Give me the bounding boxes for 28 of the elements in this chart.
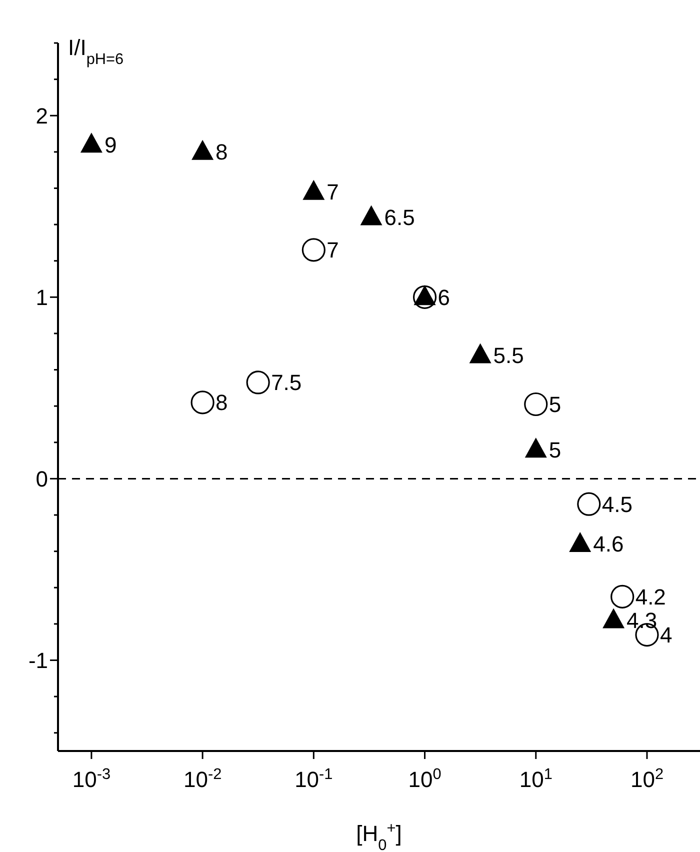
annotation: 4.6	[593, 532, 624, 557]
annotation: 5	[548, 392, 562, 417]
annotation: 5	[548, 437, 562, 462]
x-tick-label: 10$^{-1}$	[294, 766, 333, 792]
annotation: 6.5	[384, 204, 415, 230]
y-tick-label: 2	[36, 103, 48, 128]
x-axis-title: [H$_{0}$$^{+}$]	[356, 820, 402, 852]
annotation: 4.5	[602, 492, 632, 517]
annotation: 7	[326, 238, 339, 263]
annotation: 8	[216, 390, 228, 416]
annotation: 9	[104, 132, 117, 158]
y-tick-label: -1	[28, 648, 48, 673]
annotation: 4.2	[635, 584, 666, 610]
annotation: 5.5	[493, 342, 524, 368]
y-tick-label: 1	[36, 284, 48, 310]
x-tick-label: 10$^{2}$	[630, 766, 664, 792]
x-tick-label: 10$^{-3}$	[72, 766, 111, 792]
annotation: 7.5	[271, 370, 302, 396]
annotation: 8	[216, 140, 228, 165]
annotation: 7	[326, 180, 339, 205]
x-tick-label: 10$^{0}$	[408, 766, 442, 792]
x-tick-label: 10$^{1}$	[519, 766, 552, 792]
annotation: 4	[660, 622, 672, 648]
annotation: 6	[438, 284, 450, 310]
annotation: 4.3	[626, 608, 658, 633]
y-axis-title: I/I$_{pH=6}$	[68, 35, 124, 68]
y-tick-label: 0	[36, 466, 48, 492]
x-tick-label: 10$^{-2}$	[183, 766, 222, 792]
